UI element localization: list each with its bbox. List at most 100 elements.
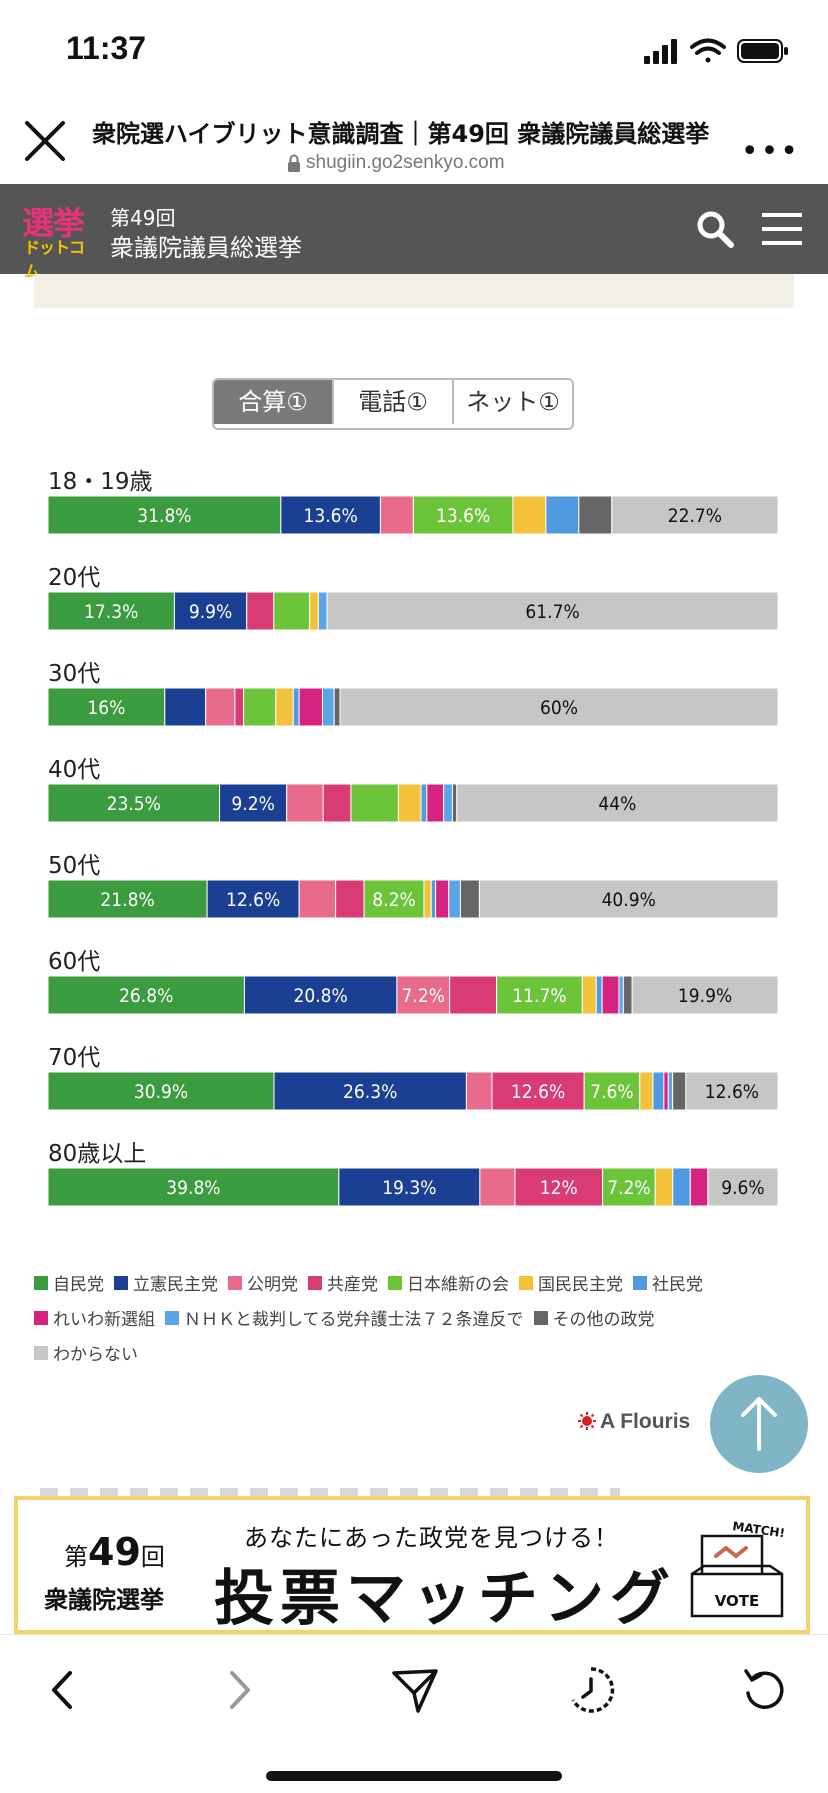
bar-segment [426, 784, 445, 822]
legend-swatch [519, 1275, 533, 1290]
legend-label: 立憲民主党 [133, 1275, 218, 1295]
stacked-bar: 30.9% 26.3% 12.6% 7.6% 12.6% [48, 1072, 778, 1110]
tab-combined[interactable]: 合算① [214, 380, 332, 424]
stacked-bar: 21.8% 12.6% 8.2% 40.9% [48, 880, 778, 918]
bar-segment [601, 976, 620, 1014]
legend-swatch [308, 1275, 322, 1290]
legend-swatch [633, 1275, 647, 1290]
segment-value-label: 39.8% [166, 1177, 220, 1199]
age-group-label: 20代 [48, 565, 101, 591]
segment-value-label: 23.5% [107, 793, 161, 815]
bar-segment [667, 1072, 674, 1110]
bar-segment [465, 1072, 493, 1110]
hamburger-icon[interactable] [760, 210, 804, 248]
bar-segment [451, 784, 458, 822]
segment-value-label: 20.8% [294, 985, 348, 1007]
reload-icon[interactable] [738, 1663, 792, 1717]
bar-segment [672, 1072, 687, 1110]
bar-segment [581, 976, 597, 1014]
more-options-button[interactable]: ••• [740, 134, 800, 169]
legend-label: その他の政党 [552, 1310, 655, 1330]
legend-swatch [388, 1275, 402, 1290]
bar-segment [611, 496, 778, 534]
bar-segment [339, 688, 778, 726]
bar-segment [496, 976, 583, 1014]
bar-segment [292, 688, 300, 726]
legend-swatch [533, 1310, 548, 1325]
segment-value-label: 61.7% [525, 601, 579, 623]
segment-value-label: 7.2% [607, 1177, 650, 1199]
send-icon[interactable] [388, 1663, 442, 1717]
stacked-bar: 17.3% 9.9% 61.7% [48, 592, 778, 630]
segment-value-label: 22.7% [668, 505, 722, 527]
legend-label: れいわ新選組 [53, 1310, 155, 1330]
segment-value-label: 19.3% [382, 1177, 436, 1199]
bar-segment [423, 880, 432, 918]
close-icon[interactable] [22, 118, 68, 164]
bar-segment [618, 976, 624, 1014]
segment-value-label: 40.9% [602, 889, 656, 911]
legend-item: れいわ新選組 [34, 1305, 155, 1330]
segment-value-label: 12.6% [705, 1081, 759, 1103]
banner-suffix: 回 [140, 1543, 165, 1571]
bar-segment [595, 976, 603, 1014]
browser-toolbar [0, 1634, 828, 1793]
legend-label: 日本維新の会 [407, 1275, 509, 1295]
chart-legend: 自民党 立憲民主党 公明党 共産党 日本維新の会 国民民主党 社民党 れいわ新選組 ＮＨＫと裁判… [34, 1270, 794, 1375]
banner-number: 49 [88, 1530, 141, 1574]
segment-value-label: 30.9% [134, 1081, 188, 1103]
logo-bottom: ドットコム [24, 238, 85, 281]
site-logo[interactable]: 選挙 ドットコム [22, 198, 94, 281]
segment-value-label: 31.8% [137, 505, 191, 527]
history-icon[interactable] [564, 1663, 618, 1717]
stacked-bar: 39.8% 19.3% 12% 7.2% 9.6% [48, 1168, 778, 1206]
segment-value-label: 9.6% [721, 1177, 764, 1199]
arrow-up-icon [741, 1397, 777, 1451]
bar-segment [173, 592, 248, 630]
bar-segment [491, 1072, 585, 1110]
bar-segment [273, 1072, 467, 1110]
bar-segment [286, 784, 324, 822]
search-icon[interactable] [694, 208, 736, 250]
segment-value-label: 9.2% [231, 793, 274, 815]
legend-item: 公明党 [228, 1270, 298, 1295]
ad-brand[interactable]: A Flouris [578, 1410, 690, 1434]
legend-swatch [228, 1275, 242, 1290]
legend-label: 公明党 [247, 1275, 298, 1295]
bar-segment [275, 688, 294, 726]
segment-value-label: 9.9% [189, 601, 232, 623]
chevron-right-icon[interactable] [212, 1663, 266, 1717]
legend-item: 自民党 [34, 1270, 104, 1295]
ballot-paper [700, 1534, 764, 1580]
age-group-label: 40代 [48, 757, 101, 783]
legend-line: わからない [34, 1340, 794, 1365]
tab-phone[interactable]: 電話① [332, 380, 452, 424]
segment-value-label: 26.3% [343, 1081, 397, 1103]
site-header: 選挙 ドットコム 第49回 衆議院議員総選挙 [0, 184, 828, 281]
banner-title: 投票マッチング [214, 1564, 676, 1634]
bar-segment [363, 880, 425, 918]
bar-segment [243, 976, 398, 1014]
bar-segment [578, 496, 613, 534]
status-bar: 11:37 [0, 0, 828, 100]
bar-segment [631, 976, 778, 1014]
segment-value-label: 60% [540, 697, 578, 719]
wifi-icon [690, 38, 726, 63]
content-box [34, 274, 794, 308]
segment-value-label: 12% [540, 1177, 578, 1199]
vote-matching-banner[interactable]: 第49回 衆議院選挙 あなたにあった政党を見つける！ 投票マッチング MATCH… [14, 1496, 810, 1634]
legend-item: 共産党 [308, 1270, 378, 1295]
ballot-box-icon: MATCH! VOTE [690, 1519, 786, 1618]
scroll-top-button[interactable] [710, 1375, 808, 1473]
banner-election-name: 衆議院選挙 [44, 1586, 164, 1614]
bar-segment [317, 592, 328, 630]
legend-swatch [165, 1310, 179, 1325]
bar-segment [685, 1072, 778, 1110]
bar-segment [479, 1168, 516, 1206]
survey-tabs: 合算① 電話① ネット① [212, 378, 574, 430]
legend-label: 社民党 [652, 1275, 703, 1295]
chevron-left-icon[interactable] [36, 1663, 90, 1717]
bar-segment [298, 880, 337, 918]
bar-segment [654, 1168, 674, 1206]
tab-internet[interactable]: ネット① [452, 380, 572, 424]
